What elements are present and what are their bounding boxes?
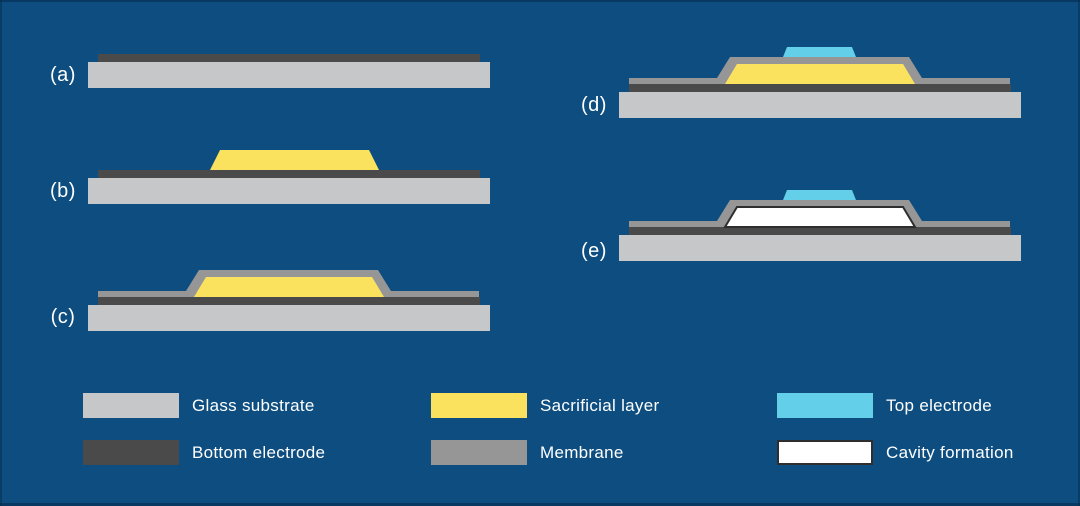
step-a <box>87 14 491 89</box>
step-a-diagram <box>88 54 490 88</box>
legend-item-bottom-electrode: Bottom electrode <box>83 440 325 465</box>
legend-label: Glass substrate <box>192 395 315 415</box>
swatch-rect <box>777 440 873 465</box>
glass-substrate-layer <box>88 62 490 88</box>
step-d-label: (d) <box>581 94 607 116</box>
step-c-label: (c) <box>50 306 76 328</box>
bottom-electrode-swatch <box>83 440 179 465</box>
swatch-rect <box>431 440 527 465</box>
swatch-rect <box>777 393 873 418</box>
glass-substrate-swatch <box>83 393 179 418</box>
legend-item-glass-substrate: Glass substrate <box>83 393 315 418</box>
swatch-rect <box>83 393 179 418</box>
sacrificial-layer-swatch <box>431 393 527 418</box>
legend-item-sacrificial-layer: Sacrificial layer <box>431 393 659 418</box>
glass-substrate-layer <box>619 235 1021 261</box>
top-electrode-layer <box>783 190 856 200</box>
legend-label: Bottom electrode <box>192 442 326 462</box>
bottom-electrode-layer <box>629 227 1011 235</box>
step-c <box>87 257 491 332</box>
step-b-diagram <box>88 150 490 204</box>
step-b <box>87 130 491 205</box>
glass-substrate-layer <box>88 178 490 204</box>
sacrificial-layer <box>194 277 384 297</box>
legend-item-membrane: Membrane <box>431 440 624 465</box>
top-electrode-swatch <box>777 393 873 418</box>
step-a-label: (a) <box>50 64 76 86</box>
bottom-electrode-layer <box>98 170 480 178</box>
sacrificial-layer <box>210 150 379 170</box>
step-d-diagram <box>619 47 1021 118</box>
step-e <box>618 187 1022 262</box>
swatch-rect <box>431 393 527 418</box>
legend-label: Top electrode <box>886 395 992 415</box>
step-e-label: (e) <box>581 240 607 262</box>
legend-item-top-electrode: Top electrode <box>777 393 992 418</box>
swatch-rect <box>83 440 179 465</box>
top-electrode-layer <box>783 47 856 57</box>
sacrificial-layer <box>725 64 915 84</box>
membrane-swatch <box>431 440 527 465</box>
legend-label: Membrane <box>540 442 624 462</box>
legend-label: Cavity formation <box>886 442 1014 462</box>
legend-item-cavity-formation: Cavity formation <box>777 440 1014 465</box>
cavity-layer <box>723 206 917 228</box>
legend-label: Sacrificial layer <box>540 395 660 415</box>
step-d <box>618 44 1022 119</box>
glass-substrate-layer <box>88 305 490 331</box>
bottom-electrode-layer <box>98 54 480 62</box>
step-b-label: (b) <box>50 180 76 202</box>
step-c-diagram <box>88 270 490 331</box>
bottom-electrode-layer <box>629 84 1011 92</box>
step-e-diagram <box>619 190 1021 261</box>
bottom-electrode-layer <box>98 297 480 305</box>
cavity-formation-swatch <box>777 440 873 465</box>
glass-substrate-layer <box>619 92 1021 118</box>
